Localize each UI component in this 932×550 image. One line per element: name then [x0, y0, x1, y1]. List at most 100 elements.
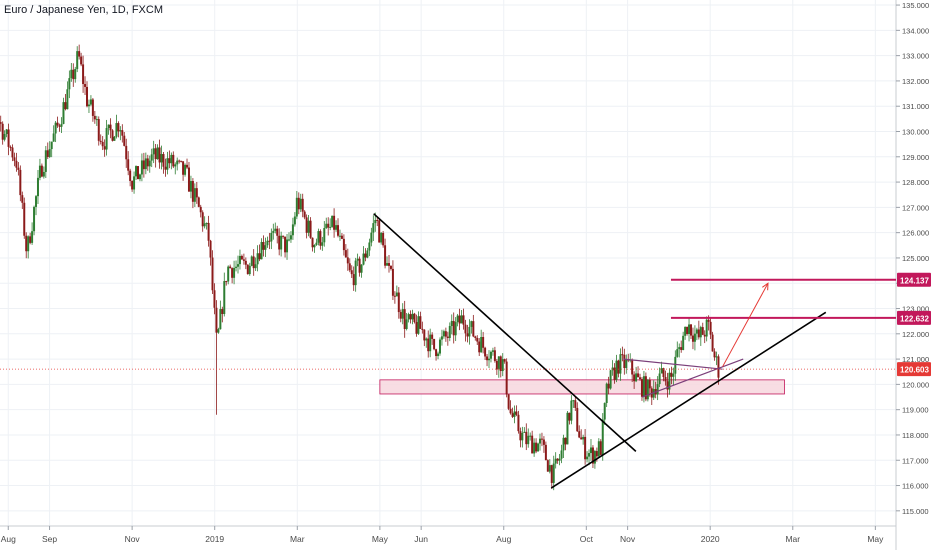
candle-body — [597, 441, 600, 457]
candle-body — [97, 119, 100, 141]
candle-body — [554, 458, 557, 464]
y-tick-label: 123.000 — [902, 305, 929, 314]
candle-body — [35, 196, 38, 207]
candle-body — [38, 165, 41, 178]
y-tick-label: 126.000 — [902, 229, 929, 238]
level-price-tag-box — [897, 272, 931, 287]
candle-body — [360, 264, 363, 273]
candle-body — [180, 160, 183, 162]
candle-body — [666, 381, 669, 390]
candle-body — [91, 99, 94, 116]
candle-body — [323, 228, 326, 243]
candle-body — [146, 158, 149, 167]
candle-body — [566, 412, 569, 445]
candle-body — [268, 240, 271, 242]
y-tick-label: 133.000 — [902, 52, 929, 61]
candle-body — [74, 68, 77, 80]
candle-body — [640, 379, 643, 397]
candle-body — [68, 78, 71, 90]
candle-body — [184, 164, 187, 175]
candle-body — [364, 253, 367, 258]
candle-body — [350, 270, 353, 275]
candle-body — [31, 231, 34, 243]
candle-body — [584, 436, 587, 460]
candle-body — [464, 324, 467, 334]
candle-body — [684, 326, 687, 336]
y-tick-label: 132.000 — [902, 77, 929, 86]
candle-body — [36, 177, 39, 197]
candle-body — [672, 373, 675, 377]
candle-body — [644, 376, 647, 400]
candle-body — [711, 334, 714, 352]
candle-body — [346, 257, 349, 264]
candle-body — [505, 361, 508, 395]
y-tick-label: 115.000 — [902, 507, 929, 516]
candle-body — [286, 239, 289, 253]
candle-body — [670, 372, 673, 377]
candle-body — [89, 99, 92, 105]
candle-body — [305, 217, 308, 233]
price-axis-labels: 115.000 116.000 117.000 118.000 119.000 120.0… — [896, 1, 929, 516]
candle-body — [193, 188, 196, 202]
candle-body — [119, 130, 122, 132]
candle-body — [382, 232, 385, 246]
candle-body — [291, 224, 294, 236]
y-tick-label: 128.000 — [902, 178, 929, 187]
candle-body — [542, 439, 545, 445]
candle-body — [207, 222, 210, 241]
candle-body — [313, 245, 316, 248]
x-tick-label: Jun — [414, 534, 428, 544]
candle-body — [127, 159, 130, 171]
candle-body — [588, 453, 591, 457]
candle-body — [191, 181, 194, 202]
candle-body — [348, 263, 351, 271]
candle-body — [470, 321, 473, 327]
candle-body — [438, 339, 441, 354]
candle-body — [593, 451, 596, 464]
candle-body — [484, 347, 487, 357]
candle-body — [211, 257, 214, 291]
candle-body — [709, 321, 712, 335]
candle-body — [52, 133, 55, 142]
candle-body — [103, 146, 106, 150]
candle-body — [623, 354, 626, 369]
candle-body — [154, 148, 157, 160]
y-tick-label: 119.000 — [902, 406, 929, 415]
candle-body — [472, 321, 475, 337]
grid — [0, 0, 896, 526]
candle-body — [705, 319, 708, 337]
projection-arrow-line — [722, 282, 769, 367]
candle-body — [480, 336, 483, 353]
candle-body — [658, 373, 661, 385]
candle-body — [552, 463, 555, 483]
candle-body — [15, 160, 18, 168]
candle-body — [478, 341, 481, 353]
candle-body — [84, 84, 87, 87]
candle-body — [152, 148, 155, 155]
candle-body — [474, 336, 477, 338]
candle-body — [303, 211, 306, 218]
candle-body — [13, 157, 16, 161]
candle-body — [380, 232, 383, 243]
candle-body — [233, 267, 236, 278]
candle-body — [166, 158, 169, 170]
candle-body — [686, 326, 689, 334]
candle-body — [580, 437, 583, 440]
candle-body — [331, 215, 334, 227]
candle-body — [109, 124, 112, 131]
candle-body — [64, 102, 67, 110]
candle-body — [446, 336, 449, 338]
candle-body — [258, 253, 261, 260]
candle-body — [187, 167, 190, 192]
candle-body — [354, 260, 357, 286]
candle-body — [82, 64, 85, 85]
candle-body — [182, 161, 185, 175]
candle-body — [401, 309, 404, 319]
candle-body — [80, 56, 83, 65]
candle-body — [237, 264, 240, 267]
candle-body — [538, 438, 541, 444]
candle-body — [642, 376, 645, 397]
candle-body — [123, 135, 126, 146]
candle-body — [391, 268, 394, 296]
